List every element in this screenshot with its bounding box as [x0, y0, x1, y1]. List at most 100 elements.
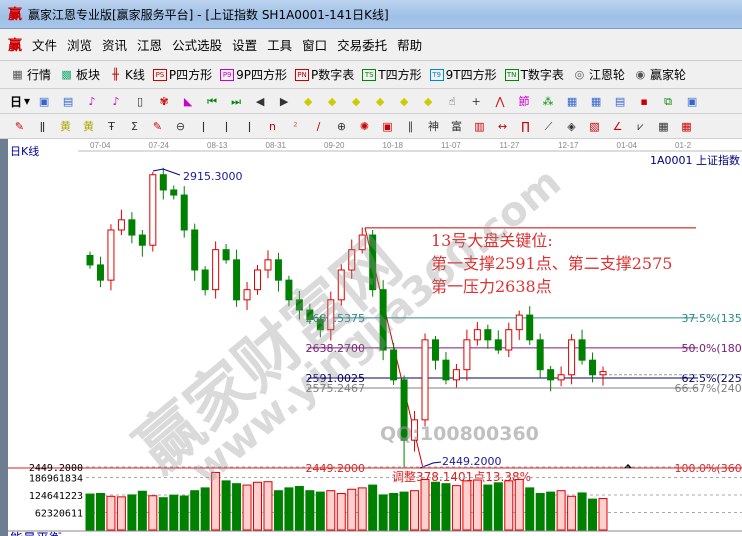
menu-item-9[interactable]: 帮助	[397, 38, 423, 53]
line-icon[interactable]: ⋀	[495, 94, 505, 108]
zoom-right-icon[interactable]: ◆	[327, 94, 337, 108]
menu-item-4[interactable]: 公式选股	[172, 38, 223, 53]
toolbar-button-7[interactable]: T9 9T四方形	[429, 66, 497, 83]
gold-icon[interactable]: 黄	[60, 119, 71, 133]
ruler-icon[interactable]: 富	[451, 119, 462, 133]
p9-icon: P9	[220, 68, 235, 81]
move-icon[interactable]: ◆	[399, 94, 409, 108]
note-icon[interactable]: ▤	[62, 94, 74, 108]
menu-item-1[interactable]: 浏览	[67, 38, 93, 53]
volume-bar	[399, 491, 409, 531]
menu-item-5[interactable]: 设置	[232, 38, 258, 53]
print-icon[interactable]: ▣	[686, 94, 698, 108]
numbers-icon[interactable]: ⁂	[542, 94, 554, 108]
expand-icon[interactable]: ◆	[351, 94, 361, 108]
bars-icon[interactable]: ǀ	[201, 119, 206, 133]
toolbar-button-6[interactable]: TS T四方形	[362, 66, 422, 83]
star-icon[interactable]: ²	[293, 119, 298, 133]
grid2-icon[interactable]: ∠	[612, 119, 623, 133]
report-icon[interactable]: ▤	[614, 94, 626, 108]
circle-icon[interactable]: ⊖	[175, 119, 186, 133]
chart9-icon[interactable]: ♪	[112, 94, 120, 108]
indicator-label: 能量平衡	[10, 532, 62, 536]
volume-bar	[410, 490, 420, 531]
menu-item-6[interactable]: 工具	[267, 38, 293, 53]
hatch-icon[interactable]: ⩗	[637, 119, 644, 133]
prev-icon[interactable]: ◀	[255, 94, 265, 108]
grid-icon: ▦	[12, 68, 23, 81]
range-icon[interactable]: 神	[428, 119, 439, 133]
angle-icon[interactable]: ⊕	[336, 119, 347, 133]
volume-bar	[326, 490, 336, 531]
app-logo-icon: 赢	[8, 7, 22, 23]
gann-level-percent: 50.0%(180)	[681, 342, 742, 355]
zoom-left-icon[interactable]: ◆	[303, 94, 313, 108]
wave-icon[interactable]: ◈	[567, 119, 576, 133]
table-icon[interactable]: ▦	[658, 119, 669, 133]
gann-box-icon[interactable]: ▣	[382, 119, 393, 133]
box-icon[interactable]: ∕	[316, 119, 321, 133]
first-icon[interactable]: ⏮	[207, 94, 217, 108]
candle-body	[212, 249, 220, 291]
toolbar-button-4[interactable]: P9 9P四方形	[220, 66, 287, 83]
shrink-icon[interactable]: ◆	[375, 94, 385, 108]
next-icon[interactable]: ▶	[279, 94, 289, 108]
cycle-icon[interactable]: Σ	[131, 119, 138, 133]
last-icon[interactable]: ⏭	[231, 94, 241, 108]
save-icon[interactable]: ▪	[640, 94, 648, 108]
menu-item-0[interactable]: 文件	[32, 38, 58, 53]
toolbar-button-9[interactable]: ◎ 江恩轮	[572, 66, 625, 83]
fib-icon[interactable]: Ŧ	[108, 119, 115, 133]
period-dropdown[interactable]: 日 ▾	[10, 93, 30, 110]
gold2-icon[interactable]: 黄	[83, 119, 94, 133]
candle-icon[interactable]: ▯	[137, 94, 144, 108]
volume-bar	[179, 495, 189, 531]
crosshair-icon[interactable]: +	[471, 94, 481, 108]
menu-item-7[interactable]: 窗口	[302, 38, 328, 53]
volume-bar	[137, 490, 147, 531]
square-icon[interactable]: ǀ	[224, 119, 229, 133]
window-icon[interactable]: ▣	[38, 94, 50, 108]
toolbar-button-2[interactable]: ╫ K线	[108, 66, 145, 83]
candle-body	[222, 249, 230, 261]
gann-grid-icon[interactable]: ✺	[359, 119, 370, 133]
node-icon[interactable]: 節	[518, 94, 530, 108]
grid-fan-icon[interactable]: ↔	[497, 119, 508, 133]
period-icon[interactable]: ∥	[407, 119, 414, 133]
candle-body	[233, 259, 241, 301]
parallel-icon[interactable]: ǁ	[39, 119, 46, 133]
triangle-icon[interactable]: ǀ	[247, 119, 252, 133]
fan-icon[interactable]: ◣	[183, 94, 193, 108]
toolbar-button-0[interactable]: ▦ 行情	[10, 66, 51, 83]
toolbar-button-5[interactable]: PN P数字表	[295, 66, 354, 83]
toolbar-button-10[interactable]: ◉ 赢家轮	[633, 66, 686, 83]
chart3-icon[interactable]: ♪	[88, 94, 96, 108]
toolbar-label: 板块	[76, 68, 101, 82]
toolbar-button-8[interactable]: TN T数字表	[504, 66, 564, 83]
calendar-icon[interactable]: ▦	[566, 94, 578, 108]
hand-icon[interactable]: ☝	[448, 94, 456, 108]
paint-icon[interactable]: ✎	[152, 119, 163, 133]
pen-icon[interactable]: ✎	[14, 119, 25, 133]
candle-body	[452, 369, 460, 381]
gann-wheel-icon[interactable]: n	[269, 119, 276, 133]
menu-item-2[interactable]: 资讯	[102, 38, 128, 53]
fit-icon[interactable]: ◆	[423, 94, 433, 108]
candle-body	[264, 259, 272, 271]
fan-icon[interactable]: ▥	[474, 119, 485, 133]
menu-item-3[interactable]: 江恩	[137, 38, 163, 53]
ts-icon: TS	[362, 68, 377, 81]
square-fan-icon[interactable]: ∏	[521, 119, 530, 133]
volume-bar	[85, 493, 95, 531]
calculator-icon[interactable]: ▦	[590, 94, 602, 108]
kline-chart[interactable]: 07-04 07-24 08-13 08-31 09-20 10-18 11-07 11-27…	[8, 139, 742, 536]
network-icon[interactable]: ⧉	[664, 94, 672, 108]
percent-icon[interactable]: ▦	[681, 119, 692, 133]
menu-item-8[interactable]: 交易委托	[337, 38, 388, 53]
toolbar-button-3[interactable]: PS P四方形	[152, 66, 212, 83]
menu-logo-icon[interactable]: 赢	[8, 37, 22, 54]
grid-icon[interactable]: ▧	[589, 119, 600, 133]
gann-icon[interactable]: ✾	[159, 94, 169, 108]
angle-line-icon[interactable]: ⟋	[544, 119, 553, 133]
toolbar-button-1[interactable]: ▩ 板块	[59, 66, 100, 83]
